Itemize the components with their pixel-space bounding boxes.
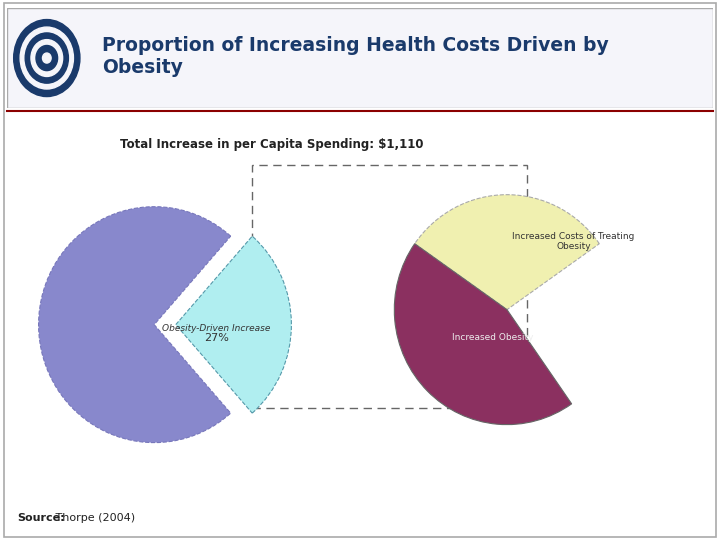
Text: 27%: 27%	[204, 333, 229, 343]
Text: Increased Obesity: Increased Obesity	[451, 333, 533, 342]
Wedge shape	[176, 236, 292, 413]
Circle shape	[25, 33, 68, 83]
Circle shape	[14, 19, 80, 97]
Text: Source:: Source:	[17, 512, 65, 523]
Text: Total Increase in per Capita Spending: $1,110: Total Increase in per Capita Spending: $…	[120, 138, 423, 151]
Circle shape	[42, 53, 51, 63]
Text: Obesity-Driven Increase: Obesity-Driven Increase	[162, 323, 271, 333]
FancyBboxPatch shape	[7, 8, 713, 108]
Wedge shape	[39, 207, 230, 443]
Text: Thorpe (2004): Thorpe (2004)	[53, 512, 135, 523]
Text: Increased Costs of Treating
Obesity: Increased Costs of Treating Obesity	[513, 232, 635, 251]
Circle shape	[36, 45, 58, 71]
Wedge shape	[395, 244, 572, 424]
Wedge shape	[415, 195, 599, 309]
Text: Proportion of Increasing Health Costs Driven by
Obesity: Proportion of Increasing Health Costs Dr…	[102, 36, 609, 77]
Circle shape	[20, 27, 73, 89]
Bar	[252, 165, 526, 408]
Circle shape	[31, 39, 63, 77]
